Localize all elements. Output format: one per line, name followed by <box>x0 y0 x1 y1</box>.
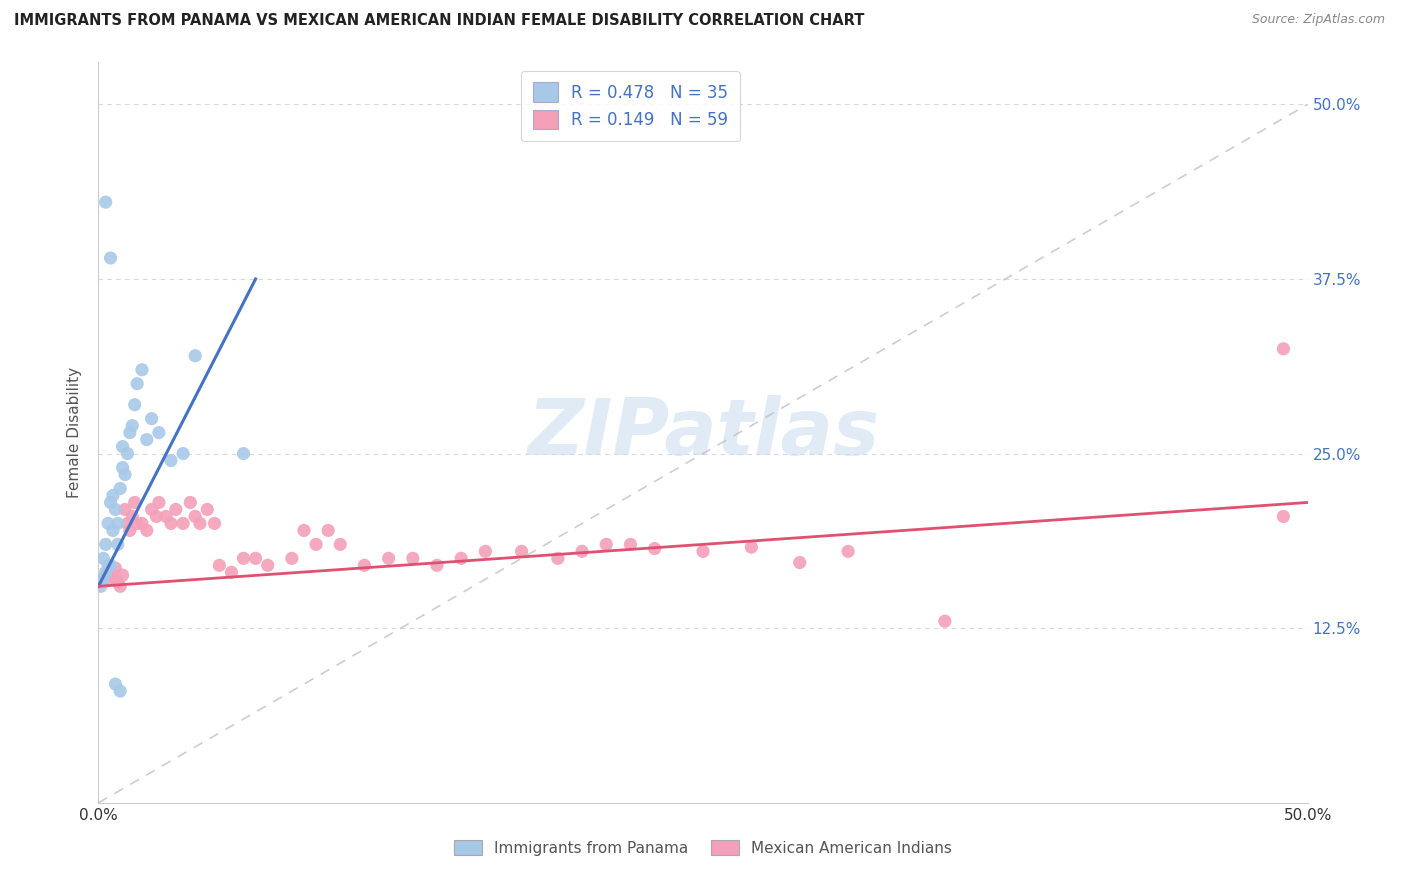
Point <box>644 541 666 556</box>
Point <box>107 575 129 590</box>
Point <box>184 349 207 363</box>
Point <box>94 195 117 210</box>
Point <box>91 572 114 586</box>
Point <box>118 524 141 538</box>
Point <box>1272 342 1295 356</box>
Point <box>104 561 127 575</box>
Point <box>141 411 163 425</box>
Point <box>245 551 267 566</box>
Point <box>692 544 714 558</box>
Point <box>131 363 153 377</box>
Y-axis label: Female Disability: Female Disability <box>67 367 83 499</box>
Point <box>94 569 117 583</box>
Point <box>111 440 134 454</box>
Point <box>94 566 117 580</box>
Point <box>131 516 153 531</box>
Point <box>101 488 124 502</box>
Point <box>221 566 243 580</box>
Point <box>100 251 122 265</box>
Point <box>329 537 352 551</box>
Point <box>118 425 141 440</box>
Point <box>114 502 136 516</box>
Point <box>111 460 134 475</box>
Point <box>184 509 207 524</box>
Point <box>107 537 129 551</box>
Point <box>111 568 134 582</box>
Point <box>195 502 218 516</box>
Point <box>172 446 194 460</box>
Point <box>127 376 149 391</box>
Point <box>160 516 183 531</box>
Point <box>97 516 120 531</box>
Point <box>450 551 472 566</box>
Point <box>740 540 762 554</box>
Point <box>107 516 129 531</box>
Point <box>353 558 375 573</box>
Legend: Immigrants from Panama, Mexican American Indians: Immigrants from Panama, Mexican American… <box>449 834 957 862</box>
Point <box>232 446 254 460</box>
Point <box>124 495 146 509</box>
Point <box>1272 509 1295 524</box>
Point <box>121 509 143 524</box>
Point <box>90 575 112 590</box>
Point <box>135 433 157 447</box>
Point <box>402 551 425 566</box>
Text: Source: ZipAtlas.com: Source: ZipAtlas.com <box>1251 13 1385 27</box>
Point <box>114 467 136 482</box>
Point <box>837 544 859 558</box>
Point <box>145 509 167 524</box>
Point <box>90 579 112 593</box>
Point <box>377 551 399 566</box>
Point <box>108 684 131 698</box>
Point <box>135 524 157 538</box>
Point <box>148 425 170 440</box>
Point <box>292 524 315 538</box>
Point <box>94 537 117 551</box>
Point <box>232 551 254 566</box>
Point <box>256 558 278 573</box>
Point <box>91 572 114 586</box>
Point <box>934 614 956 628</box>
Point <box>172 516 194 531</box>
Point <box>101 524 124 538</box>
Point <box>208 558 231 573</box>
Point <box>789 556 811 570</box>
Point <box>104 677 127 691</box>
Point <box>155 509 177 524</box>
Point <box>165 502 187 516</box>
Point <box>100 495 122 509</box>
Point <box>426 558 449 573</box>
Point <box>91 551 114 566</box>
Point <box>100 558 122 573</box>
Point <box>117 446 139 460</box>
Point <box>281 551 304 566</box>
Point <box>97 566 120 580</box>
Point <box>160 453 183 467</box>
Point <box>100 572 122 586</box>
Point <box>474 544 496 558</box>
Point <box>117 516 139 531</box>
Point <box>108 579 131 593</box>
Point <box>510 544 533 558</box>
Point <box>571 544 593 558</box>
Point <box>316 524 339 538</box>
Point <box>121 418 143 433</box>
Point <box>305 537 328 551</box>
Point <box>547 551 569 566</box>
Point <box>101 568 124 582</box>
Point <box>127 516 149 531</box>
Point <box>595 537 617 551</box>
Point <box>141 502 163 516</box>
Text: IMMIGRANTS FROM PANAMA VS MEXICAN AMERICAN INDIAN FEMALE DISABILITY CORRELATION : IMMIGRANTS FROM PANAMA VS MEXICAN AMERIC… <box>14 13 865 29</box>
Point <box>104 502 127 516</box>
Point <box>619 537 641 551</box>
Text: ZIPatlas: ZIPatlas <box>527 394 879 471</box>
Point <box>97 558 120 573</box>
Point <box>179 495 201 509</box>
Point <box>204 516 226 531</box>
Point <box>124 398 146 412</box>
Point <box>148 495 170 509</box>
Point <box>108 482 131 496</box>
Point <box>188 516 211 531</box>
